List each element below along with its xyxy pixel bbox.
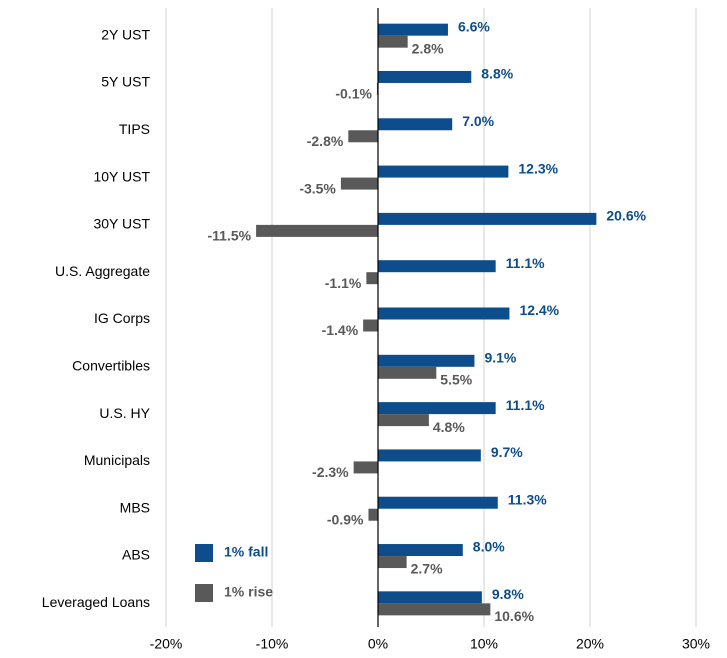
y-tick-label: ABS (122, 547, 150, 563)
value-label: 11.1% (506, 255, 545, 271)
value-label: 7.0% (462, 113, 494, 129)
y-tick-label: 5Y UST (101, 74, 150, 90)
bar (378, 414, 429, 427)
value-label: -2.8% (307, 133, 344, 149)
value-label: 10.6% (494, 608, 534, 624)
value-label: -0.1% (335, 86, 372, 102)
value-label: -1.1% (325, 275, 362, 291)
y-tick-label: 2Y UST (101, 26, 150, 42)
x-tick-label: 0% (368, 636, 388, 652)
value-label: 4.8% (433, 419, 465, 435)
legend-label: 1% rise (224, 584, 273, 600)
bar (378, 165, 509, 178)
y-tick-label: IG Corps (94, 310, 150, 326)
y-tick-label: 30Y UST (93, 216, 150, 232)
value-label: 9.7% (491, 444, 523, 460)
legend-swatch (195, 584, 213, 602)
x-tick-label: 30% (682, 636, 710, 652)
bar (368, 508, 378, 521)
bar (378, 35, 408, 48)
x-tick-label: -10% (256, 636, 289, 652)
value-label: 8.0% (473, 539, 505, 555)
value-label: -3.5% (299, 180, 336, 196)
x-tick-label: 10% (470, 636, 498, 652)
y-tick-label: MBS (120, 499, 150, 515)
bar (256, 224, 378, 237)
value-label: 11.3% (508, 491, 547, 507)
y-tick-label: Municipals (84, 452, 150, 468)
bar (340, 177, 378, 190)
bar (378, 307, 510, 320)
value-label: 6.6% (458, 18, 490, 34)
value-label: -2.3% (312, 464, 349, 480)
bar (378, 70, 472, 83)
value-label: -0.9% (327, 511, 364, 527)
value-label: -11.5% (208, 228, 252, 244)
bar (378, 544, 463, 557)
bar (353, 461, 378, 474)
bar (363, 319, 378, 332)
bar (366, 272, 378, 285)
bar (378, 603, 491, 616)
y-tick-label: Leveraged Loans (42, 594, 150, 610)
y-tick-label: 10Y UST (93, 168, 150, 184)
x-tick-label: 20% (576, 636, 604, 652)
value-label: 11.1% (506, 397, 545, 413)
bar (378, 496, 498, 509)
value-label: 12.4% (519, 302, 559, 318)
value-label: 9.8% (492, 586, 524, 602)
value-label: 9.1% (484, 350, 516, 366)
bar (378, 23, 448, 36)
y-tick-label: TIPS (119, 121, 150, 137)
value-label: 5.5% (440, 372, 472, 388)
bar (378, 591, 482, 604)
y-tick-label: Convertibles (72, 358, 150, 374)
bar (378, 402, 496, 415)
value-label: 2.8% (412, 40, 444, 56)
bar (378, 118, 453, 131)
bar (378, 260, 496, 273)
bar (378, 354, 475, 367)
bar (378, 556, 407, 569)
legend-label: 1% fall (224, 544, 268, 560)
bar (378, 449, 481, 462)
value-label: -1.4% (322, 322, 359, 338)
y-tick-label: U.S. HY (99, 405, 150, 421)
bar (378, 366, 437, 379)
value-label: 8.8% (481, 66, 513, 82)
bar (378, 212, 597, 225)
bar (348, 130, 378, 143)
value-label: 12.3% (518, 160, 558, 176)
legend-swatch (195, 544, 213, 562)
value-label: 2.7% (411, 561, 443, 577)
x-tick-label: -20% (150, 636, 183, 652)
y-tick-label: U.S. Aggregate (55, 263, 150, 279)
value-label: 20.6% (606, 208, 646, 224)
